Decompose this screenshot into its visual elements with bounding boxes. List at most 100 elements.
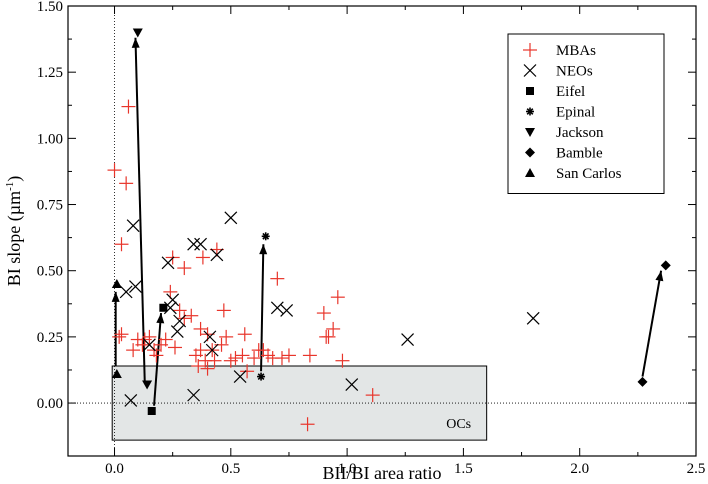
point-eifel <box>147 407 156 415</box>
point-mbas <box>200 361 215 376</box>
point-mbas <box>107 163 122 178</box>
legend-label-epinal: Epinal <box>556 105 595 121</box>
marker-shape <box>525 147 535 158</box>
y-tick-label: 1.25 <box>37 65 63 81</box>
legend-label-san-carlos: San Carlos <box>556 166 622 182</box>
point-neos <box>401 333 415 346</box>
marker-stroke <box>526 311 540 325</box>
point-mbas <box>184 308 199 323</box>
arrow-shaft <box>134 37 146 382</box>
point-mbas <box>121 99 136 114</box>
marker-shape <box>111 368 122 378</box>
arrow-shaft <box>641 270 663 377</box>
point-mbas <box>302 348 317 363</box>
point-mbas <box>126 343 141 358</box>
marker-stroke <box>526 108 534 115</box>
marker-shape <box>147 407 156 415</box>
legend-label-eifel: Eifel <box>556 84 585 100</box>
point-neos <box>203 330 217 344</box>
marker-stroke <box>205 343 219 357</box>
marker-stroke <box>401 333 415 346</box>
marker-shape <box>525 128 535 137</box>
point-mbas <box>207 353 222 368</box>
point-neos <box>194 237 208 251</box>
points-layer <box>107 28 671 432</box>
marker-shape <box>526 87 534 95</box>
point-bamble <box>660 260 671 271</box>
y-tick-label: 1.00 <box>37 131 63 147</box>
point-neos <box>166 293 180 307</box>
point-mbas <box>330 290 345 305</box>
point-mbas <box>216 303 231 318</box>
x-tick-label: 1.0 <box>338 461 357 477</box>
plot-frame <box>67 5 697 457</box>
point-neos <box>124 393 138 407</box>
arrow-head <box>111 291 120 302</box>
marker-stroke <box>119 285 133 299</box>
point-epinal <box>261 232 270 241</box>
point-mbas <box>326 321 341 336</box>
marker-stroke <box>262 232 270 240</box>
point-neos <box>205 343 219 357</box>
marker-shape <box>111 278 122 288</box>
y-axis-title-main: BI slope (µm <box>4 191 25 286</box>
x-tick-label: 1.5 <box>454 461 473 477</box>
marker-stroke <box>194 237 208 251</box>
arrow-shaft <box>153 312 163 406</box>
marker-stroke <box>270 301 284 315</box>
point-neos <box>210 248 224 262</box>
point-mbas <box>114 237 129 252</box>
x-tick-label: 2.0 <box>570 461 589 477</box>
marker-stroke <box>210 248 224 262</box>
marker-stroke <box>170 325 184 339</box>
marker-stroke <box>187 237 201 251</box>
y-axis-title: BI slope (µm-1) <box>4 176 25 287</box>
point-mbas <box>114 327 129 342</box>
legend-marker-eifel <box>526 87 534 95</box>
y-tick-label: 0.75 <box>37 198 63 214</box>
arrow <box>153 312 165 406</box>
y-tick-label: 0.00 <box>37 396 63 412</box>
legend-box <box>507 33 665 194</box>
point-mbas <box>119 176 134 191</box>
point-neos <box>280 303 294 317</box>
marker-stroke <box>280 303 294 317</box>
marker-stroke <box>126 219 140 233</box>
point-san-carlos <box>111 368 122 378</box>
point-mbas <box>237 327 252 342</box>
legend-label-mbas: MBAs <box>556 43 596 59</box>
point-san-carlos <box>111 278 122 288</box>
point-mbas <box>149 348 164 363</box>
point-mbas <box>195 250 210 265</box>
point-mbas <box>191 359 206 373</box>
point-neos <box>187 237 201 251</box>
legend: MBAs NEOs Eifel Epinal Jackson Bamble San Carl… <box>507 33 665 194</box>
arrow-head <box>259 244 268 255</box>
marker-stroke <box>523 64 537 77</box>
point-mbas <box>281 348 296 363</box>
marker-shape <box>132 28 143 38</box>
marker-stroke <box>173 314 187 328</box>
point-eifel <box>159 303 168 312</box>
point-neos <box>129 280 142 294</box>
legend-marker-san-carlos <box>525 168 535 177</box>
point-neos <box>119 285 133 299</box>
arrow <box>641 270 664 377</box>
x-axis-title: BII/BI area ratio <box>323 463 442 483</box>
point-mbas <box>172 303 187 318</box>
point-neos <box>233 370 247 384</box>
y-tick-label: 0.50 <box>37 264 63 280</box>
point-jackson <box>142 380 153 390</box>
point-mbas <box>247 351 262 366</box>
point-mbas <box>240 364 255 379</box>
point-mbas <box>235 348 250 363</box>
point-mbas <box>167 340 182 355</box>
legend-marker-epinal <box>526 107 534 116</box>
point-bamble <box>637 376 648 387</box>
reference-lines <box>68 6 696 456</box>
marker-stroke <box>142 338 156 352</box>
point-jackson <box>132 28 143 38</box>
marker-shape <box>159 303 168 312</box>
point-mbas <box>142 329 157 344</box>
